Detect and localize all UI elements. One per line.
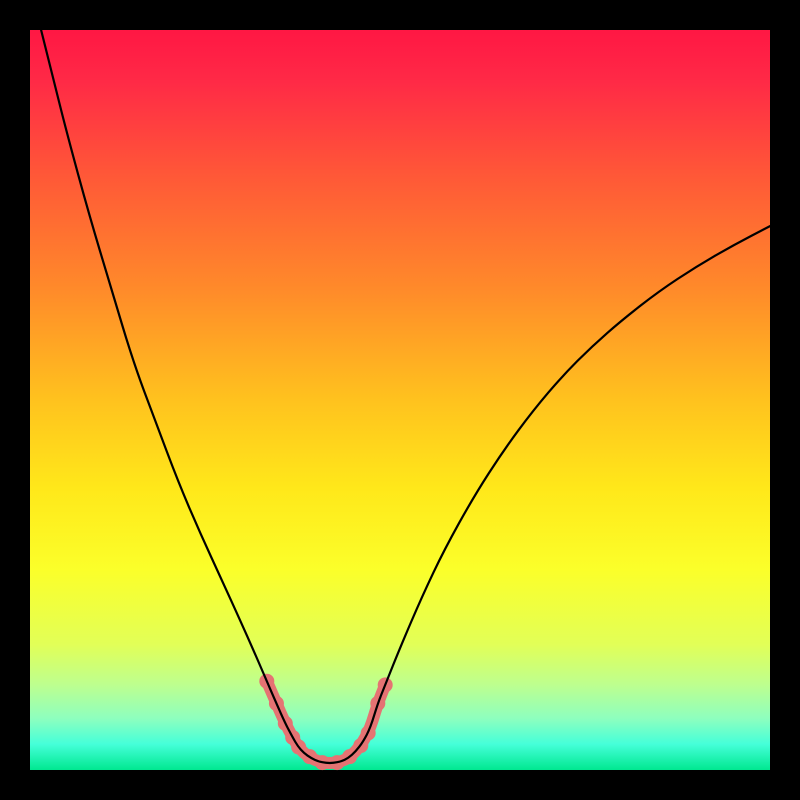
chart-stage: TheBottleneck.com [0, 0, 800, 800]
plot-background [30, 30, 770, 770]
chart-svg [0, 0, 800, 800]
